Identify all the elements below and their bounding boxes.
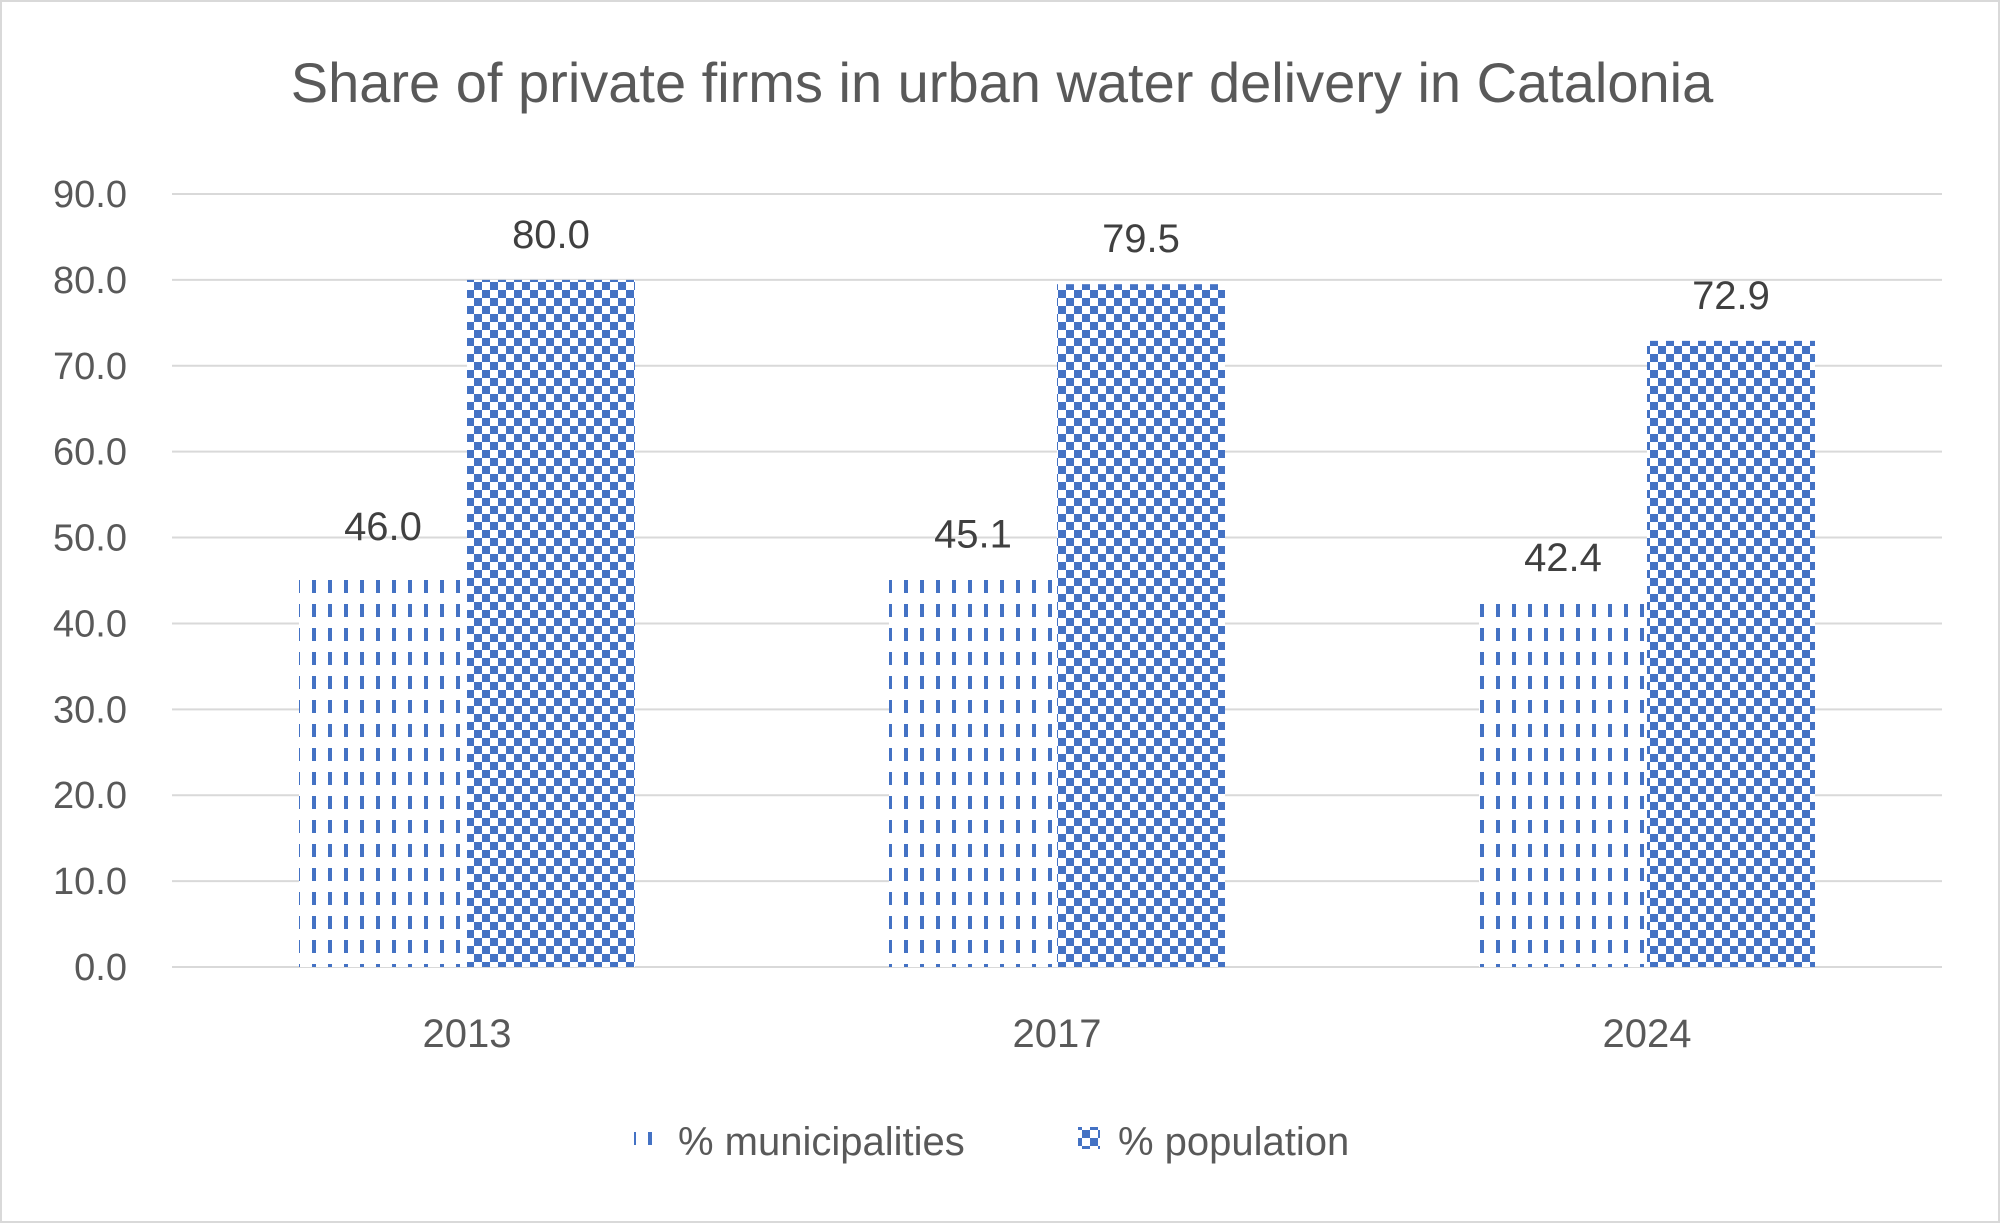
data-labels: 46.0 80.0 45.1 79.5 42.4 72.9 (344, 213, 1770, 580)
bar-municipalities-2017 (889, 579, 1057, 967)
x-axis-categories: 2013 2017 2024 (423, 1012, 1692, 1056)
x-category-label: 2024 (1603, 1012, 1692, 1056)
data-label-municipalities-2017: 45.1 (934, 513, 1012, 557)
data-label-municipalities-2013: 46.0 (344, 505, 422, 549)
x-category-label: 2013 (423, 1012, 512, 1056)
data-label-population-2024: 72.9 (1692, 274, 1770, 318)
data-label-population-2013: 80.0 (512, 213, 590, 257)
y-tick-label: 70.0 (53, 346, 127, 388)
y-tick-label: 20.0 (53, 775, 127, 817)
y-tick-label: 50.0 (53, 518, 127, 560)
legend-swatch-municipalities (634, 1127, 656, 1149)
chart-title: Share of private firms in urban water de… (291, 51, 1714, 114)
legend-label-population: % population (1118, 1120, 1349, 1164)
y-tick-label: 60.0 (53, 432, 127, 474)
x-category-label: 2017 (1013, 1012, 1102, 1056)
bar-municipalities-2024 (1479, 602, 1647, 967)
y-tick-label: 10.0 (53, 861, 127, 903)
y-axis-ticks: 0.0 10.0 20.0 30.0 40.0 50.0 60.0 70.0 80.0 90.0 (53, 174, 127, 989)
legend-swatch-population (1078, 1127, 1100, 1149)
y-tick-label: 40.0 (53, 603, 127, 645)
bar-population-2013 (467, 279, 635, 967)
y-tick-label: 0.0 (74, 947, 127, 989)
bar-municipalities-2013 (299, 571, 467, 967)
y-tick-label: 30.0 (53, 689, 127, 731)
bars (299, 279, 1815, 967)
data-label-municipalities-2024: 42.4 (1524, 536, 1602, 580)
data-label-population-2017: 79.5 (1102, 217, 1180, 261)
legend: % municipalities % population (634, 1120, 1349, 1164)
bar-population-2024 (1647, 340, 1815, 967)
legend-label-municipalities: % municipalities (678, 1120, 965, 1164)
bar-population-2017 (1057, 284, 1225, 967)
y-tick-label: 80.0 (53, 260, 127, 302)
y-tick-label: 90.0 (53, 174, 127, 216)
